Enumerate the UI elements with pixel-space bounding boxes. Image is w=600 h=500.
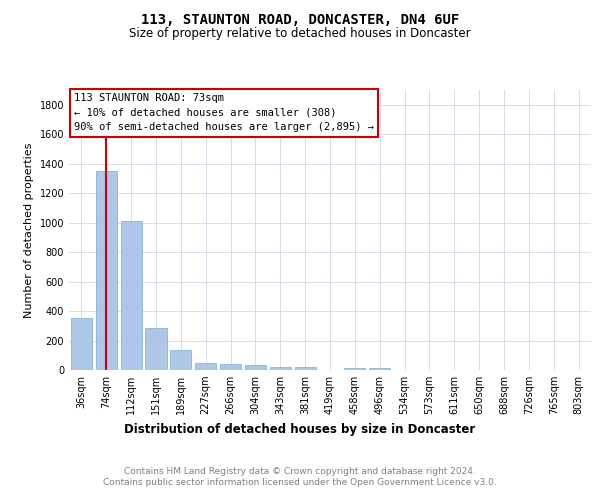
Text: 113, STAUNTON ROAD, DONCASTER, DN4 6UF: 113, STAUNTON ROAD, DONCASTER, DN4 6UF <box>141 12 459 26</box>
Bar <box>220 364 241 370</box>
Text: Size of property relative to detached houses in Doncaster: Size of property relative to detached ho… <box>129 28 471 40</box>
Text: Contains HM Land Registry data © Crown copyright and database right 2024.
Contai: Contains HM Land Registry data © Crown c… <box>103 468 497 487</box>
Bar <box>121 221 142 370</box>
Bar <box>96 171 117 370</box>
Bar <box>245 365 266 370</box>
Bar <box>145 328 167 370</box>
Bar <box>344 368 365 370</box>
Bar <box>71 318 92 370</box>
Y-axis label: Number of detached properties: Number of detached properties <box>24 142 34 318</box>
Text: 113 STAUNTON ROAD: 73sqm
← 10% of detached houses are smaller (308)
90% of semi-: 113 STAUNTON ROAD: 73sqm ← 10% of detach… <box>74 93 374 132</box>
Bar <box>295 367 316 370</box>
Bar <box>170 350 191 370</box>
Text: Distribution of detached houses by size in Doncaster: Distribution of detached houses by size … <box>124 422 476 436</box>
Bar <box>195 364 216 370</box>
Bar <box>270 367 291 370</box>
Bar <box>369 368 390 370</box>
